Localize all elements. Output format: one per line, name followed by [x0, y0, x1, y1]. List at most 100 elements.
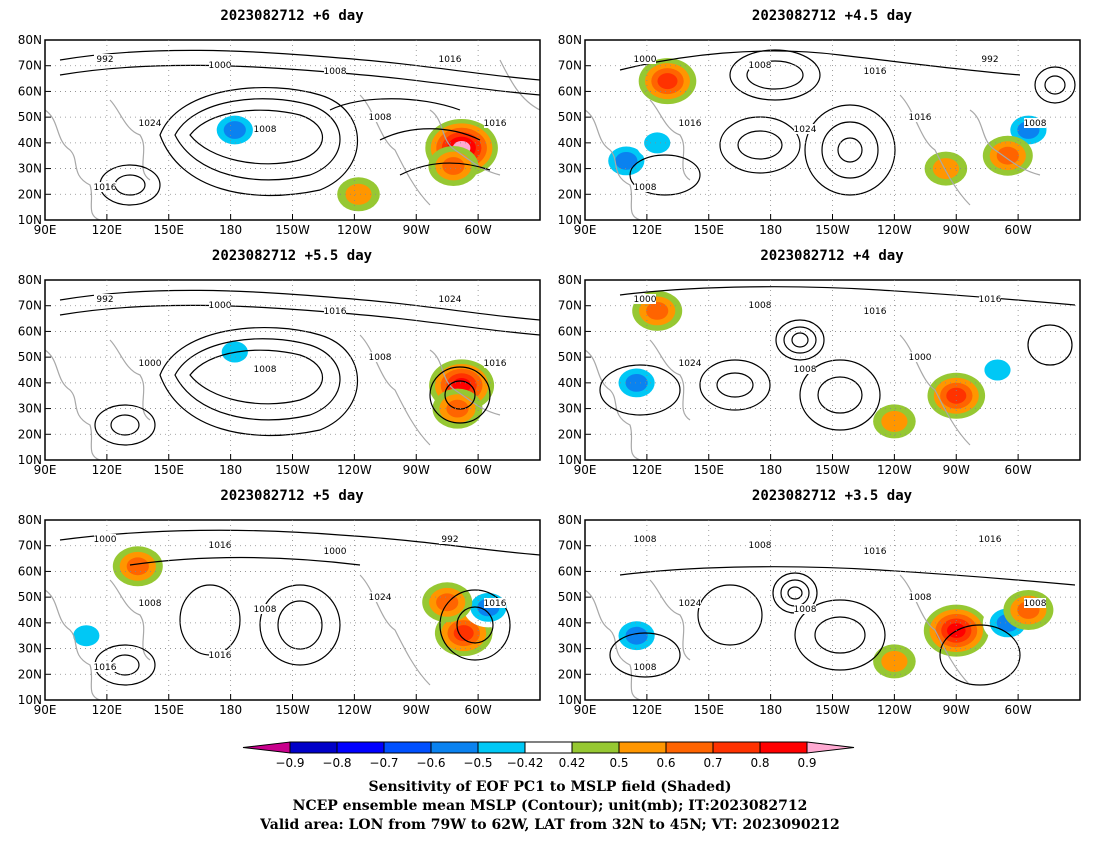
lon-tick-label: 120W — [877, 463, 912, 477]
lon-tick-label: 90W — [943, 223, 970, 237]
lat-tick-label: 40N — [18, 136, 42, 150]
panel-title: 2023082712 +4.5 day — [752, 8, 913, 24]
sensitivity-patch — [625, 626, 648, 645]
contour-label: 1016 — [864, 67, 887, 77]
panel-title: 2023082712 +5.5 day — [212, 248, 373, 264]
lon-tick-label: 60W — [465, 703, 492, 717]
sensitivity-patch — [657, 73, 678, 90]
sensitivity-patch — [996, 146, 1019, 165]
lon-tick-label: 90W — [403, 703, 430, 717]
contour-label: 1016 — [864, 547, 887, 557]
sensitivity-patch — [644, 132, 671, 154]
lon-tick-label: 180 — [759, 223, 782, 237]
lat-tick-label: 80N — [558, 273, 582, 287]
contour-label: 992 — [96, 295, 113, 305]
mslp-contours — [609, 566, 1076, 686]
colorbar-swatch — [524, 741, 573, 754]
lon-tick-label: 60W — [465, 463, 492, 477]
lon-tick-label: 120E — [92, 703, 123, 717]
lon-tick-label: 150W — [275, 223, 310, 237]
lat-tick-label: 80N — [558, 513, 582, 527]
contour-label: 1008 — [369, 353, 392, 363]
lat-tick-label: 40N — [18, 616, 42, 630]
lat-tick-label: 30N — [558, 402, 582, 416]
lat-tick-label: 60N — [18, 84, 42, 98]
sensitivity-patch — [881, 410, 908, 432]
lon-tick-label: 90W — [403, 223, 430, 237]
lon-tick-label: 150E — [694, 703, 725, 717]
lon-tick-label: 90E — [574, 223, 597, 237]
map-panel-1: 2023082712 +4.5 day — [558, 8, 1081, 237]
colorbar-tick-label: 0.8 — [750, 756, 769, 770]
colorbar-swatch — [759, 741, 808, 754]
contour-label: 1016 — [209, 651, 232, 661]
colorbar-min-arrow — [242, 741, 291, 754]
coastlines — [585, 94, 1041, 220]
panel-title: 2023082712 +5 day — [220, 488, 364, 504]
colorbar-tick-label: 0.6 — [656, 756, 675, 770]
contour-label: 1000 — [909, 353, 932, 363]
caption-line-1: Sensitivity of EOF PC1 to MSLP field (Sh… — [368, 779, 731, 795]
graticule — [45, 40, 540, 220]
lon-tick-label: 60W — [465, 223, 492, 237]
contour-label: 1024 — [679, 359, 702, 369]
lat-tick-label: 10N — [558, 693, 582, 707]
contour-label: 1008 — [139, 599, 162, 609]
lon-tick-label: 150E — [694, 463, 725, 477]
lon-tick-label: 120E — [92, 463, 123, 477]
contour-label: 1008 — [254, 365, 277, 375]
contour-label: 1008 — [634, 663, 657, 673]
contour-label: 1000 — [634, 55, 657, 65]
graticule — [45, 280, 540, 460]
sensitivity-patch — [345, 183, 372, 205]
lat-tick-label: 30N — [18, 642, 42, 656]
contour-label: 992 — [981, 55, 998, 65]
lat-tick-label: 30N — [18, 162, 42, 176]
lon-tick-label: 120E — [632, 223, 663, 237]
panel-title: 2023082712 +6 day — [220, 8, 364, 24]
caption-line-2: NCEP ensemble mean MSLP (Contour); unit(… — [293, 798, 808, 814]
lon-tick-label: 150E — [694, 223, 725, 237]
map-axes: 90E 120E 150E 180 150W 120W 90W 60W 10N 20N 30N 40N… — [18, 513, 492, 717]
contour-label: 1008 — [794, 365, 817, 375]
sensitivity-patch — [223, 121, 246, 139]
lat-tick-label: 80N — [18, 273, 42, 287]
lat-tick-label: 40N — [558, 376, 582, 390]
colorbar-swatch — [477, 741, 526, 754]
map-axes: 90E 120E 150E 180 150W 120W 90W 60W 10N 20N 30N 40N… — [558, 33, 1032, 237]
lat-tick-label: 20N — [18, 427, 42, 441]
lat-tick-label: 80N — [18, 513, 42, 527]
lon-tick-label: 90W — [403, 463, 430, 477]
lon-tick-label: 180 — [219, 223, 242, 237]
map-axes: 90E 120E 150E 180 150W 120W 90W 60W 10N 20N 30N 40N… — [558, 273, 1032, 477]
lat-tick-label: 40N — [558, 136, 582, 150]
sensitivity-patch — [881, 650, 908, 672]
colorbar: −0.9 −0.8 −0.7 −0.6 −0.5 −0.42 0.42 0.5 0.6 0.7 0.… — [242, 741, 855, 770]
lat-tick-label: 50N — [18, 590, 42, 604]
lat-tick-label: 80N — [558, 33, 582, 47]
contour-label: 1008 — [634, 183, 657, 193]
colorbar-tick-label: 0.7 — [703, 756, 722, 770]
lat-tick-label: 70N — [558, 59, 582, 73]
contour-label: 1008 — [254, 125, 277, 135]
colorbar-tick-label: 0.42 — [559, 756, 586, 770]
lon-tick-label: 90W — [943, 463, 970, 477]
lat-tick-label: 70N — [18, 539, 42, 553]
contour-label: 1008 — [794, 605, 817, 615]
lon-tick-label: 60W — [1005, 223, 1032, 237]
lat-tick-label: 20N — [558, 187, 582, 201]
lat-tick-label: 40N — [558, 616, 582, 630]
contour-label: 992 — [96, 55, 113, 65]
contour-label: 1016 — [324, 307, 347, 317]
lat-tick-label: 10N — [18, 453, 42, 467]
lat-tick-label: 50N — [558, 110, 582, 124]
map-axes: 90E 120E 150E 180 150W 120W 90W 60W 10N 20N 30N 40N… — [558, 513, 1032, 717]
sensitivity-patch — [126, 557, 149, 576]
lat-tick-label: 60N — [18, 324, 42, 338]
lat-tick-label: 20N — [18, 667, 42, 681]
contour-label: 1008 — [324, 67, 347, 77]
contour-label: 1016 — [679, 119, 702, 129]
lon-tick-label: 150W — [815, 463, 850, 477]
